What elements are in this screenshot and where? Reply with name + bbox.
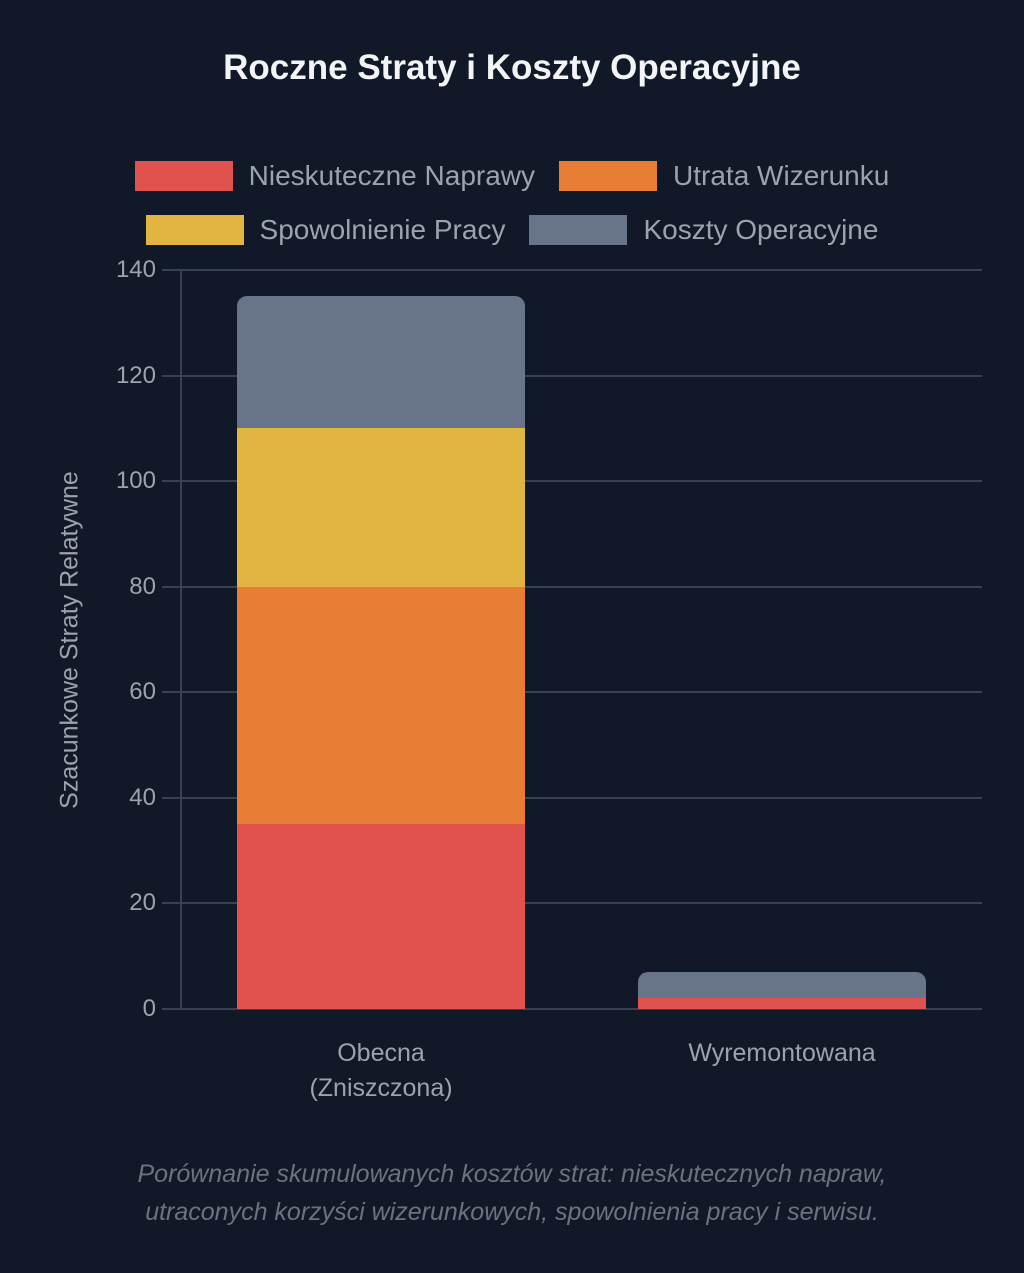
bar-segment[interactable]	[237, 428, 525, 587]
gridline	[162, 796, 982, 799]
bar-segment[interactable]	[638, 998, 926, 1009]
legend-row-2: Spowolnienie Pracy Koszty Operacyjne	[0, 214, 1024, 246]
y-tick-label: 120	[115, 361, 156, 389]
legend-label: Nieskuteczne Naprawy	[248, 160, 536, 191]
caption-line: utraconych korzyści wizerunkowych, spowo…	[145, 1198, 879, 1226]
y-axis-label: Szacunkowe Straty Relatywne	[55, 471, 84, 809]
legend-swatch	[145, 215, 244, 245]
x-tick-label-line: Obecna	[337, 1039, 425, 1067]
y-tick-label: 140	[115, 256, 156, 283]
legend-swatch	[559, 161, 658, 191]
legend-label: Utrata Wizerunku	[673, 160, 890, 191]
x-tick-label: Wyremontowana	[632, 1036, 932, 1071]
bar-segment[interactable]	[237, 824, 525, 1009]
legend-item-spowolnienie-pracy[interactable]: Spowolnienie Pracy	[145, 214, 506, 246]
caption-line: Porównanie skumulowanych kosztów strat: …	[137, 1160, 887, 1188]
gridline	[162, 480, 982, 483]
legend-item-utrata-wizerunku[interactable]: Utrata Wizerunku	[559, 160, 889, 192]
y-tick-label: 80	[129, 572, 156, 600]
gridline	[162, 269, 982, 271]
x-tick-label-line: Wyremontowana	[688, 1039, 876, 1067]
legend-item-nieskuteczne-naprawy[interactable]: Nieskuteczne Naprawy	[134, 160, 536, 192]
gridline	[162, 1008, 982, 1010]
y-axis-line	[180, 270, 182, 1009]
y-tick-label: 60	[129, 678, 156, 706]
y-tick-label: 20	[129, 889, 156, 917]
x-tick-label-line: (Zniszczona)	[309, 1074, 453, 1102]
gridline	[162, 374, 982, 377]
legend-row-1: Nieskuteczne Naprawy Utrata Wizerunku	[0, 160, 1024, 192]
bar-segment[interactable]	[237, 296, 525, 429]
y-tick-label: 0	[142, 995, 156, 1022]
legend-item-koszty-operacyjne[interactable]: Koszty Operacyjne	[529, 214, 878, 246]
y-tick-label: 40	[129, 783, 156, 811]
y-tick-label: 100	[115, 467, 156, 495]
gridline	[162, 902, 982, 905]
bar-segment[interactable]	[237, 586, 525, 825]
legend-label: Spowolnienie Pracy	[259, 214, 506, 245]
chart-title: Roczne Straty i Koszty Operacyjne	[223, 48, 801, 87]
bar-segment[interactable]	[638, 972, 926, 999]
legend-swatch	[134, 161, 233, 191]
chart-caption: Porównanie skumulowanych kosztów strat: …	[0, 1155, 1024, 1231]
gridline	[162, 691, 982, 694]
legend-swatch	[529, 215, 628, 245]
gridline	[162, 585, 982, 588]
x-tick-label: Obecna (Zniszczona)	[231, 1036, 531, 1106]
legend-label: Koszty Operacyjne	[643, 214, 879, 245]
